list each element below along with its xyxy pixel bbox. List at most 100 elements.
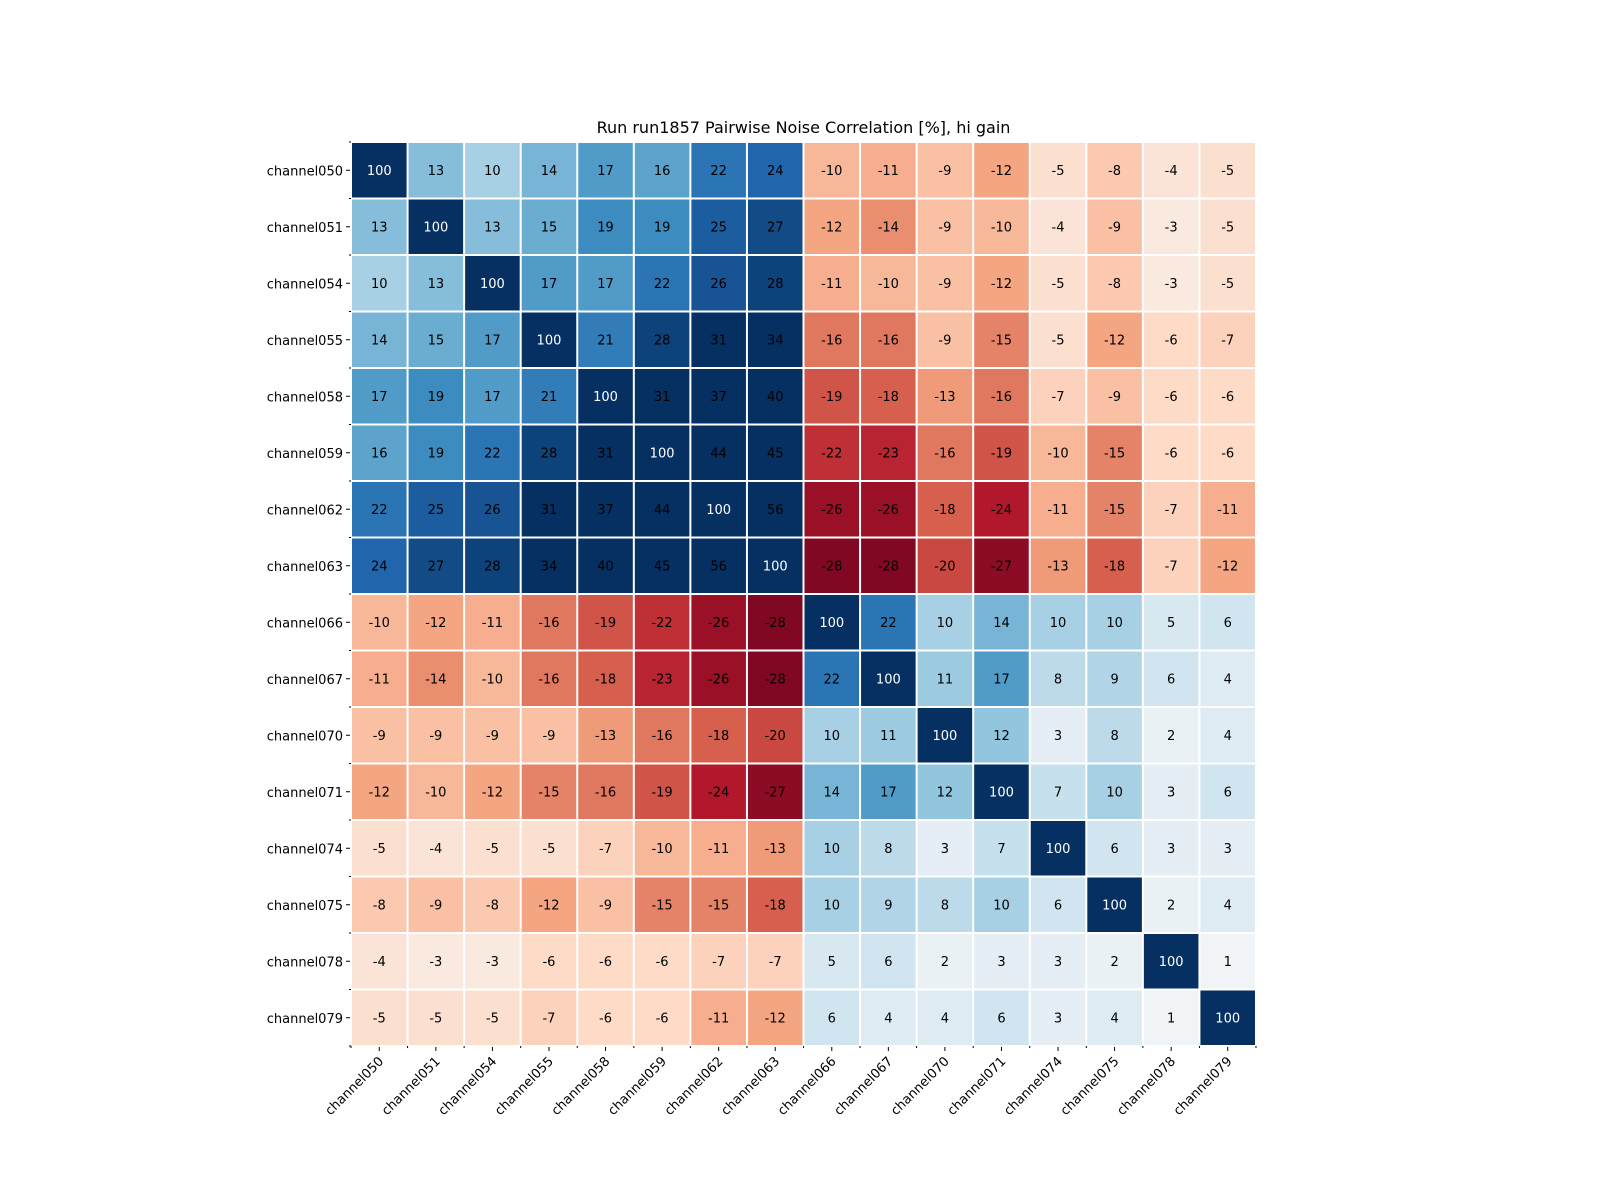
heatmap-cell xyxy=(1143,143,1199,198)
heatmap-cell xyxy=(861,651,916,706)
cell-value-label: -9 xyxy=(1108,220,1121,235)
heatmap-cell xyxy=(1030,143,1086,198)
cell-value-label: 44 xyxy=(710,446,727,461)
heatmap-cell xyxy=(747,877,803,932)
cell-value-label: -15 xyxy=(708,898,729,913)
cell-value-label: 100 xyxy=(537,333,562,348)
heatmap-cell xyxy=(1143,708,1199,763)
heatmap-cells: 100 13 10 14 17 16 22 24 -10 -11 -9 -12 -5 -8 -4 -513 10… xyxy=(352,143,1255,1045)
cell-value-label: 2 xyxy=(1167,898,1175,913)
cell-value-label: -18 xyxy=(878,390,899,405)
heatmap-cell xyxy=(465,425,520,480)
cell-value-label: 6 xyxy=(1224,616,1232,631)
heatmap-cell xyxy=(1200,651,1255,706)
heatmap-cell xyxy=(634,199,690,254)
heatmap-cell xyxy=(408,256,464,311)
cell-value-label: -7 xyxy=(769,955,782,970)
cell-value-label: 9 xyxy=(884,898,892,913)
heatmap-cell xyxy=(352,369,407,424)
heatmap-cell xyxy=(521,425,577,480)
heatmap-cell xyxy=(1030,821,1086,876)
heatmap-cell xyxy=(861,708,916,763)
cell-value-label: -12 xyxy=(1104,333,1125,348)
heatmap-cell xyxy=(974,764,1029,819)
heatmap-cell xyxy=(352,877,407,932)
cell-value-label: 100 xyxy=(423,220,448,235)
cell-value-label: 5 xyxy=(1167,616,1175,631)
cell-value-label: -7 xyxy=(542,1011,555,1026)
heatmap-cell xyxy=(747,708,803,763)
heatmap-cell xyxy=(352,708,407,763)
cell-value-label: 45 xyxy=(767,446,784,461)
cell-value-label: -24 xyxy=(708,785,729,800)
cell-value-label: 8 xyxy=(884,842,892,857)
cell-value-label: -16 xyxy=(651,729,672,744)
cell-value-label: -11 xyxy=(1047,503,1068,518)
cell-value-label: 15 xyxy=(541,220,558,235)
cell-value-label: -16 xyxy=(934,446,955,461)
y-tick-label: channel062 xyxy=(267,503,343,518)
heatmap-cell xyxy=(1030,764,1086,819)
cell-value-label: -16 xyxy=(595,785,616,800)
heatmap-cell xyxy=(465,990,520,1045)
heatmap-cell xyxy=(1200,256,1255,311)
cell-value-label: -6 xyxy=(1221,446,1234,461)
heatmap-cell xyxy=(352,821,407,876)
heatmap-cell xyxy=(1087,369,1142,424)
cell-value-label: 15 xyxy=(428,333,445,348)
heatmap-cell xyxy=(974,990,1029,1045)
cell-value-label: 10 xyxy=(371,277,388,292)
cell-value-label: -11 xyxy=(482,616,503,631)
cell-value-label: -12 xyxy=(991,277,1012,292)
cell-value-label: -9 xyxy=(1108,390,1121,405)
cell-value-label: -18 xyxy=(708,729,729,744)
cell-value-label: 100 xyxy=(989,785,1014,800)
heatmap-cell xyxy=(578,312,633,367)
cell-value-label: -15 xyxy=(1104,446,1125,461)
heatmap-cell xyxy=(465,877,520,932)
cell-value-label: 17 xyxy=(880,785,897,800)
heatmap-cell xyxy=(804,369,860,424)
heatmap-cell xyxy=(861,538,916,593)
heatmap-cell xyxy=(521,651,577,706)
cell-value-label: -5 xyxy=(373,1011,386,1026)
heatmap-cell xyxy=(691,369,746,424)
heatmap-cell xyxy=(917,651,973,706)
heatmap-cell xyxy=(691,764,746,819)
x-tick-label: channel067 xyxy=(832,1054,897,1119)
cell-value-label: -13 xyxy=(765,842,786,857)
heatmap-cell xyxy=(747,199,803,254)
cell-value-label: -23 xyxy=(878,446,899,461)
cell-value-label: -14 xyxy=(425,672,446,687)
cell-value-label: 4 xyxy=(1224,729,1232,744)
heatmap-cell xyxy=(634,595,690,650)
cell-value-label: 28 xyxy=(541,446,558,461)
heatmap-cell xyxy=(974,482,1029,537)
cell-value-label: -3 xyxy=(486,955,499,970)
heatmap-cell xyxy=(578,877,633,932)
heatmap-cell xyxy=(634,821,690,876)
cell-value-label: 4 xyxy=(941,1011,949,1026)
cell-value-label: -5 xyxy=(486,1011,499,1026)
cell-value-label: -6 xyxy=(599,955,612,970)
heatmap-cell xyxy=(521,256,577,311)
cell-value-label: 10 xyxy=(824,729,841,744)
heatmap-cell xyxy=(352,990,407,1045)
heatmap-cell xyxy=(408,651,464,706)
heatmap-cell xyxy=(917,990,973,1045)
x-tick-label: channel050 xyxy=(323,1054,388,1119)
heatmap-cell xyxy=(861,256,916,311)
x-tick-label: channel078 xyxy=(1114,1054,1179,1119)
cell-value-label: -10 xyxy=(482,672,503,687)
cell-value-label: 6 xyxy=(1167,672,1175,687)
cell-value-label: -5 xyxy=(542,842,555,857)
heatmap-cell xyxy=(691,199,746,254)
heatmap-cell xyxy=(408,199,464,254)
cell-value-label: -13 xyxy=(595,729,616,744)
cell-value-label: -6 xyxy=(1221,390,1234,405)
heatmap-cell xyxy=(1143,256,1199,311)
heatmap-cell xyxy=(578,764,633,819)
heatmap-cell xyxy=(1143,199,1199,254)
x-tick-label: channel070 xyxy=(888,1054,953,1119)
cell-value-label: -12 xyxy=(425,616,446,631)
